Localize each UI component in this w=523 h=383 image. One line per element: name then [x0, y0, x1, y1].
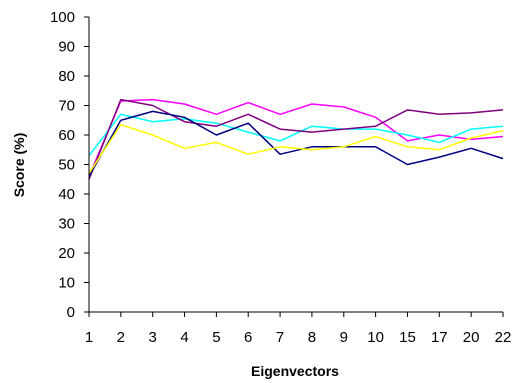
x-tick-label: 5 — [212, 329, 220, 346]
series-line-2 — [88, 113, 504, 157]
y-tick-label: 40 — [58, 186, 75, 203]
x-tick-label: 1 — [85, 329, 93, 346]
x-tick-label: 6 — [244, 329, 252, 346]
x-tick-label: 3 — [149, 329, 157, 346]
x-tick-label: 8 — [308, 329, 316, 346]
x-axis-ticks: 1 2 3 4 5 6 7 8 9 10 15 17 20 22 — [85, 312, 512, 346]
y-tick-label: 50 — [58, 157, 75, 174]
y-tick-label: 0 — [67, 304, 75, 321]
series-line-5 — [88, 123, 504, 174]
plot-series — [88, 98, 504, 180]
x-tick-label: 2 — [117, 329, 125, 346]
x-tick-label: 9 — [340, 329, 348, 346]
y-tick-label: 70 — [58, 98, 75, 115]
y-tick-label: 90 — [58, 39, 75, 56]
y-axis-title: Score (%) — [11, 133, 27, 198]
x-tick-label: 10 — [367, 329, 384, 346]
series-line-1 — [88, 98, 504, 177]
x-tick-label: 7 — [276, 329, 284, 346]
y-tick-label: 80 — [58, 68, 75, 85]
x-tick-label: 15 — [399, 329, 416, 346]
y-tick-label: 100 — [50, 9, 75, 26]
x-axis-title: Eigenvectors — [251, 363, 339, 379]
x-tick-label: 4 — [180, 329, 188, 346]
y-tick-label: 60 — [58, 127, 75, 144]
x-tick-label: 17 — [431, 329, 448, 346]
y-tick-label: 20 — [58, 245, 75, 262]
series-line-3 — [88, 98, 504, 180]
series-line-4 — [88, 110, 504, 177]
x-tick-label: 20 — [463, 329, 480, 346]
x-tick-label: 22 — [495, 329, 512, 346]
y-tick-label: 10 — [58, 275, 75, 292]
y-axis-ticks: 0 10 20 30 40 50 60 70 80 90 100 — [50, 9, 89, 321]
y-tick-label: 30 — [58, 216, 75, 233]
